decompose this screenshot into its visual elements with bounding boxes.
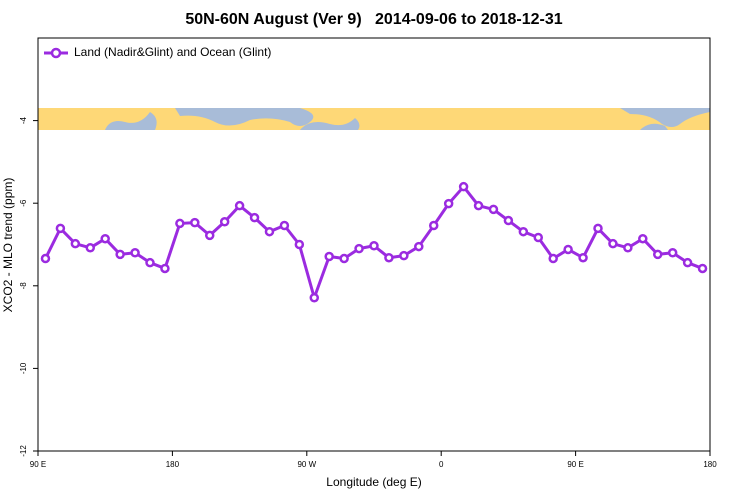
data-point (682, 257, 693, 268)
data-point (533, 232, 544, 243)
data-point (384, 252, 394, 263)
data-point (548, 253, 558, 264)
y-tick-label: -6 (19, 199, 28, 207)
data-point (488, 204, 499, 215)
x-tick-label: 90 E (30, 460, 46, 469)
data-point (309, 293, 320, 303)
data-point (593, 223, 603, 234)
x-tick-label: 0 (439, 460, 444, 469)
data-point (100, 233, 110, 244)
data-point (279, 220, 290, 231)
y-tick-label: -8 (19, 282, 28, 290)
y-tick-label: -10 (19, 362, 28, 374)
x-tick-label: 180 (166, 460, 180, 469)
data-point (55, 223, 66, 234)
data-point (219, 217, 230, 227)
data-point (145, 257, 155, 268)
data-point (160, 263, 170, 274)
data-point (115, 249, 125, 260)
data-point (324, 251, 334, 262)
x-tick-label: 90 W (297, 460, 316, 469)
data-point (697, 263, 708, 274)
data-point (85, 243, 96, 253)
y-axis-title: XCO2 - MLO trend (ppm) (1, 178, 15, 313)
x-tick-label: 90 E (567, 460, 583, 469)
data-point (414, 241, 424, 252)
x-axis-title: Longitude (deg E) (326, 475, 421, 489)
y-tick-label: -12 (19, 445, 28, 457)
data-point (40, 253, 51, 264)
data-point (70, 238, 81, 249)
plot-frame (37, 37, 711, 452)
data-point (399, 250, 409, 261)
data-point (175, 218, 185, 229)
data-point (249, 212, 260, 223)
data-point (339, 253, 349, 264)
legend-label: Land (Nadir&Glint) and Ocean (Glint) (74, 45, 271, 59)
x-tick-label: 180 (703, 460, 717, 469)
data-point (354, 243, 364, 254)
data-point (667, 248, 678, 258)
data-point (503, 215, 514, 226)
data-point (563, 244, 573, 255)
data-point (234, 200, 245, 211)
data-point (443, 198, 454, 209)
data-point (623, 243, 633, 253)
data-point (369, 240, 379, 251)
data-point (638, 233, 648, 244)
data-point (190, 217, 200, 228)
data-point (652, 249, 663, 260)
data-point (458, 181, 469, 192)
data-point (264, 226, 275, 237)
chart-title: 50N-60N August (Ver 9) 2014-09-06 to 201… (185, 11, 562, 28)
data-point (130, 248, 140, 258)
data-point (608, 238, 618, 249)
data-point (428, 220, 439, 231)
data-point (518, 226, 529, 237)
data-point (473, 200, 484, 211)
y-tick-label: -4 (19, 116, 28, 124)
map-strip (38, 108, 710, 130)
data-point (578, 252, 588, 263)
data-point (204, 230, 215, 241)
data-point (294, 239, 305, 250)
legend-marker (50, 47, 62, 59)
